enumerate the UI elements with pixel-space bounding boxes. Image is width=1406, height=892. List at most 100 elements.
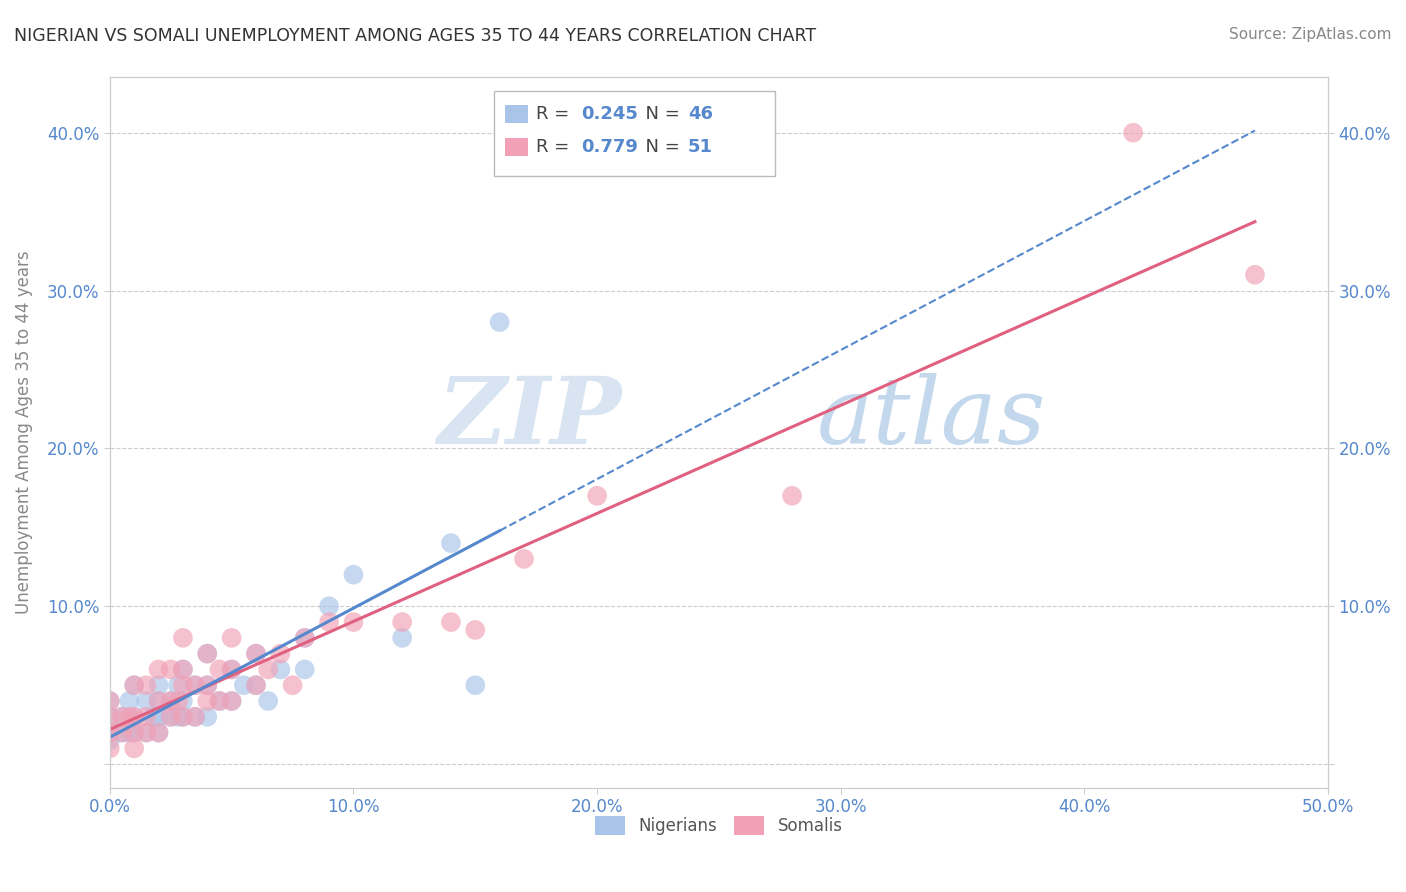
Point bbox=[118, 725, 141, 739]
Point bbox=[195, 647, 218, 661]
Point bbox=[464, 678, 486, 692]
Point bbox=[98, 741, 121, 756]
Point bbox=[269, 662, 291, 676]
Point bbox=[172, 662, 194, 676]
Point bbox=[98, 694, 121, 708]
Point bbox=[318, 615, 340, 629]
Point bbox=[122, 710, 145, 724]
Point bbox=[184, 678, 207, 692]
Text: N =: N = bbox=[634, 104, 686, 123]
Point bbox=[148, 694, 170, 708]
Point bbox=[122, 678, 145, 692]
Point bbox=[111, 725, 134, 739]
Point bbox=[294, 631, 316, 645]
Point bbox=[122, 678, 145, 692]
Point bbox=[208, 694, 231, 708]
Point bbox=[269, 647, 291, 661]
Y-axis label: Unemployment Among Ages 35 to 44 years: Unemployment Among Ages 35 to 44 years bbox=[15, 251, 32, 615]
Point bbox=[148, 725, 170, 739]
Point bbox=[142, 710, 165, 724]
Point bbox=[221, 631, 243, 645]
Point bbox=[148, 678, 170, 692]
Text: NIGERIAN VS SOMALI UNEMPLOYMENT AMONG AGES 35 TO 44 YEARS CORRELATION CHART: NIGERIAN VS SOMALI UNEMPLOYMENT AMONG AG… bbox=[14, 27, 817, 45]
Point bbox=[135, 725, 157, 739]
Point bbox=[167, 678, 190, 692]
Point bbox=[221, 662, 243, 676]
Point bbox=[184, 710, 207, 724]
Point bbox=[122, 725, 145, 739]
Point bbox=[159, 694, 181, 708]
Point bbox=[111, 710, 134, 724]
Point bbox=[98, 725, 121, 739]
Point bbox=[159, 710, 181, 724]
Text: Source: ZipAtlas.com: Source: ZipAtlas.com bbox=[1229, 27, 1392, 42]
Point bbox=[148, 694, 170, 708]
Point bbox=[245, 647, 267, 661]
Point bbox=[184, 710, 207, 724]
Point bbox=[159, 694, 181, 708]
Point bbox=[245, 678, 267, 692]
Point bbox=[221, 694, 243, 708]
Point bbox=[195, 678, 218, 692]
Text: 0.245: 0.245 bbox=[581, 104, 638, 123]
Point bbox=[488, 315, 510, 329]
Point bbox=[118, 694, 141, 708]
Point bbox=[148, 710, 170, 724]
Point bbox=[167, 710, 190, 724]
Point bbox=[440, 615, 463, 629]
Point bbox=[172, 710, 194, 724]
Point bbox=[257, 694, 280, 708]
Point bbox=[172, 662, 194, 676]
Legend: Nigerians, Somalis: Nigerians, Somalis bbox=[588, 807, 851, 844]
Point bbox=[159, 710, 181, 724]
Point bbox=[172, 631, 194, 645]
Text: ZIP: ZIP bbox=[437, 374, 621, 464]
Point bbox=[391, 631, 413, 645]
Point bbox=[98, 710, 121, 724]
Point bbox=[513, 552, 536, 566]
Point bbox=[98, 725, 121, 739]
Point bbox=[148, 662, 170, 676]
Point bbox=[135, 678, 157, 692]
Point bbox=[167, 694, 190, 708]
Point bbox=[111, 725, 134, 739]
Point bbox=[221, 694, 243, 708]
Point bbox=[118, 710, 141, 724]
Point bbox=[294, 662, 316, 676]
Point bbox=[195, 710, 218, 724]
Point bbox=[122, 725, 145, 739]
Point bbox=[342, 615, 364, 629]
Text: atlas: atlas bbox=[817, 374, 1046, 464]
Point bbox=[464, 623, 486, 637]
Point bbox=[221, 662, 243, 676]
Point bbox=[1122, 126, 1144, 140]
Text: N =: N = bbox=[634, 137, 686, 156]
Point bbox=[281, 678, 304, 692]
Point bbox=[98, 694, 121, 708]
Point bbox=[195, 678, 218, 692]
Point bbox=[245, 647, 267, 661]
Point bbox=[586, 489, 609, 503]
Point bbox=[245, 678, 267, 692]
Point bbox=[98, 733, 121, 747]
Point bbox=[111, 710, 134, 724]
Point bbox=[135, 725, 157, 739]
Point bbox=[208, 694, 231, 708]
Point bbox=[98, 710, 121, 724]
Point bbox=[135, 710, 157, 724]
Point bbox=[122, 710, 145, 724]
Point bbox=[195, 647, 218, 661]
Text: R =: R = bbox=[536, 104, 575, 123]
Point bbox=[184, 678, 207, 692]
Point bbox=[148, 725, 170, 739]
Point bbox=[342, 567, 364, 582]
Point bbox=[172, 678, 194, 692]
Point bbox=[1244, 268, 1267, 282]
Point bbox=[135, 694, 157, 708]
Point bbox=[232, 678, 254, 692]
Point bbox=[294, 631, 316, 645]
Point bbox=[391, 615, 413, 629]
Point bbox=[172, 694, 194, 708]
Point bbox=[257, 662, 280, 676]
Point bbox=[159, 662, 181, 676]
